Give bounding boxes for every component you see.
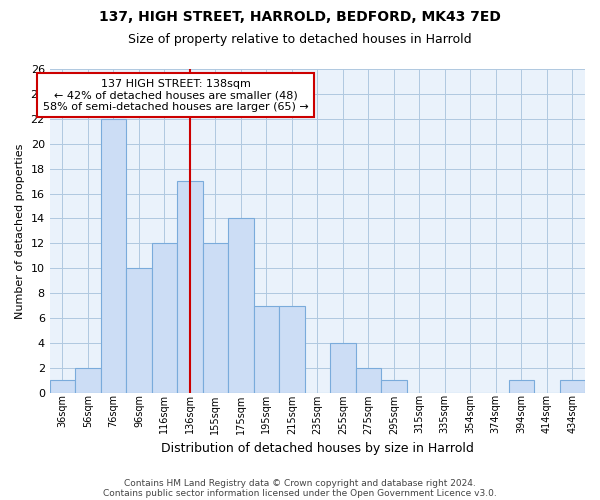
Text: Contains HM Land Registry data © Crown copyright and database right 2024.: Contains HM Land Registry data © Crown c… — [124, 478, 476, 488]
X-axis label: Distribution of detached houses by size in Harrold: Distribution of detached houses by size … — [161, 442, 474, 455]
Bar — [381, 380, 407, 393]
Text: Contains public sector information licensed under the Open Government Licence v3: Contains public sector information licen… — [103, 488, 497, 498]
Bar — [50, 380, 75, 393]
Bar — [203, 244, 228, 393]
Bar — [101, 119, 126, 393]
Text: Size of property relative to detached houses in Harrold: Size of property relative to detached ho… — [128, 32, 472, 46]
Bar — [228, 218, 254, 393]
Bar — [152, 244, 177, 393]
Bar — [509, 380, 534, 393]
Bar — [177, 181, 203, 393]
Bar — [254, 306, 279, 393]
Bar — [356, 368, 381, 393]
Bar — [126, 268, 152, 393]
Bar — [560, 380, 585, 393]
Bar — [279, 306, 305, 393]
Bar — [330, 343, 356, 393]
Text: 137, HIGH STREET, HARROLD, BEDFORD, MK43 7ED: 137, HIGH STREET, HARROLD, BEDFORD, MK43… — [99, 10, 501, 24]
Y-axis label: Number of detached properties: Number of detached properties — [15, 143, 25, 318]
Text: 137 HIGH STREET: 138sqm
← 42% of detached houses are smaller (48)
58% of semi-de: 137 HIGH STREET: 138sqm ← 42% of detache… — [43, 78, 308, 112]
Bar — [75, 368, 101, 393]
